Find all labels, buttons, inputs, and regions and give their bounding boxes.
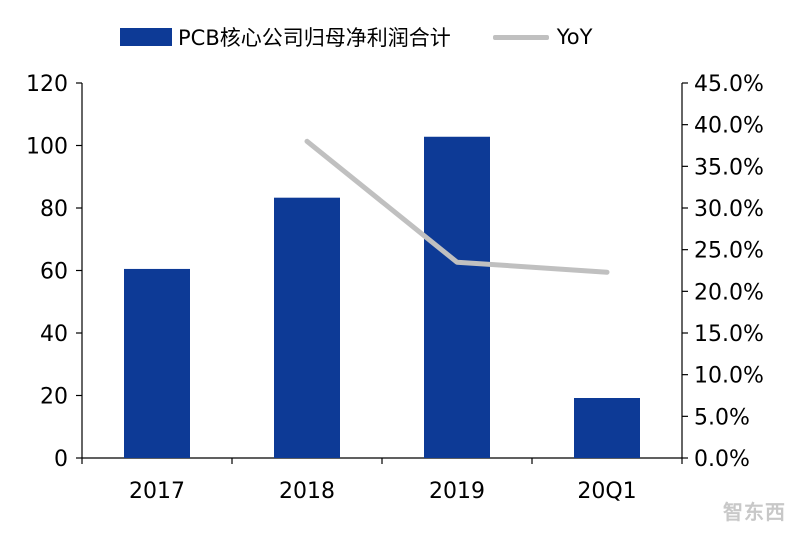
x-tick-label: 2019 xyxy=(429,479,485,504)
legend: PCB核心公司归母净利润合计 YoY xyxy=(120,22,634,52)
bar-2017 xyxy=(124,269,190,458)
x-tick-label: 2017 xyxy=(129,479,185,504)
y-left-tick-label: 120 xyxy=(26,72,68,97)
y-left-tick-label: 20 xyxy=(40,385,68,410)
legend-item-yoy: YoY xyxy=(493,25,593,49)
y-right-tick-label: 35.0% xyxy=(694,155,764,180)
legend-item-profit: PCB核心公司归母净利润合计 xyxy=(120,22,451,52)
y-right-tick-label: 40.0% xyxy=(694,114,764,139)
y-right-tick-label: 20.0% xyxy=(694,280,764,305)
bar-20Q1 xyxy=(574,398,640,458)
bar-2019 xyxy=(424,137,490,458)
legend-swatch-profit xyxy=(120,28,172,46)
y-right-tick-label: 5.0% xyxy=(694,405,750,430)
bar-2018 xyxy=(274,198,340,458)
watermark-logo: 智东西 xyxy=(723,496,786,525)
y-right-tick-label: 0.0% xyxy=(694,447,750,472)
legend-label-yoy: YoY xyxy=(557,25,593,49)
y-left-tick-label: 100 xyxy=(26,135,68,160)
y-left-tick-label: 60 xyxy=(40,260,68,285)
x-tick-label: 20Q1 xyxy=(577,479,636,504)
y-right-tick-label: 15.0% xyxy=(694,322,764,347)
y-right-tick-label: 45.0% xyxy=(694,72,764,97)
y-right-tick-label: 10.0% xyxy=(694,364,764,389)
y-left-tick-label: 0 xyxy=(54,447,68,472)
y-left-tick-label: 40 xyxy=(40,322,68,347)
x-tick-label: 2018 xyxy=(279,479,335,504)
y-right-tick-label: 25.0% xyxy=(694,239,764,264)
legend-swatch-yoy xyxy=(493,35,549,40)
y-right-tick-label: 30.0% xyxy=(694,197,764,222)
y-left-tick-label: 80 xyxy=(40,197,68,222)
legend-label-profit: PCB核心公司归母净利润合计 xyxy=(178,22,451,52)
